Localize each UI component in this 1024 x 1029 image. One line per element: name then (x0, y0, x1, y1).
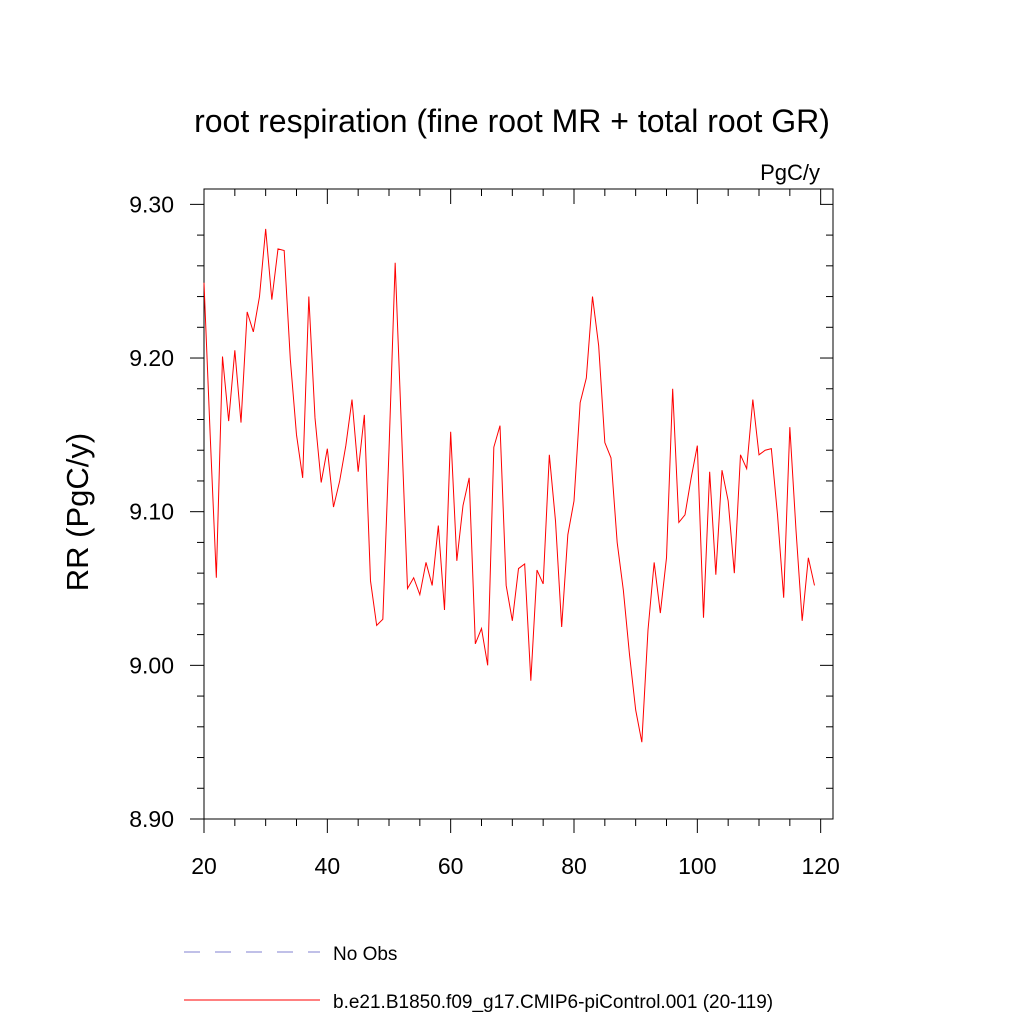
y-tick-label: 9.10 (129, 499, 174, 525)
x-tick-label: 40 (315, 853, 341, 879)
legend-label: b.e21.B1850.f09_g17.CMIP6-piControl.001 … (333, 992, 773, 1013)
x-tick-label: 120 (801, 853, 839, 879)
y-tick-label: 9.20 (129, 345, 174, 371)
x-tick-label: 100 (678, 853, 716, 879)
y-tick-label: 9.30 (129, 191, 174, 217)
plot-frame (203, 188, 834, 820)
y-axis-label: RR (PgC/y) (60, 433, 95, 591)
data-line (203, 228, 815, 743)
legend-label: No Obs (333, 944, 397, 965)
units-label: PgC/y (760, 160, 820, 185)
chart-title: root respiration (fine root MR + total r… (194, 103, 830, 139)
x-tick-label: 60 (438, 853, 464, 879)
x-tick-label: 20 (191, 853, 217, 879)
x-tick-label: 80 (561, 853, 587, 879)
y-tick-label: 8.90 (129, 806, 174, 832)
y-tick-label: 9.00 (129, 652, 174, 678)
